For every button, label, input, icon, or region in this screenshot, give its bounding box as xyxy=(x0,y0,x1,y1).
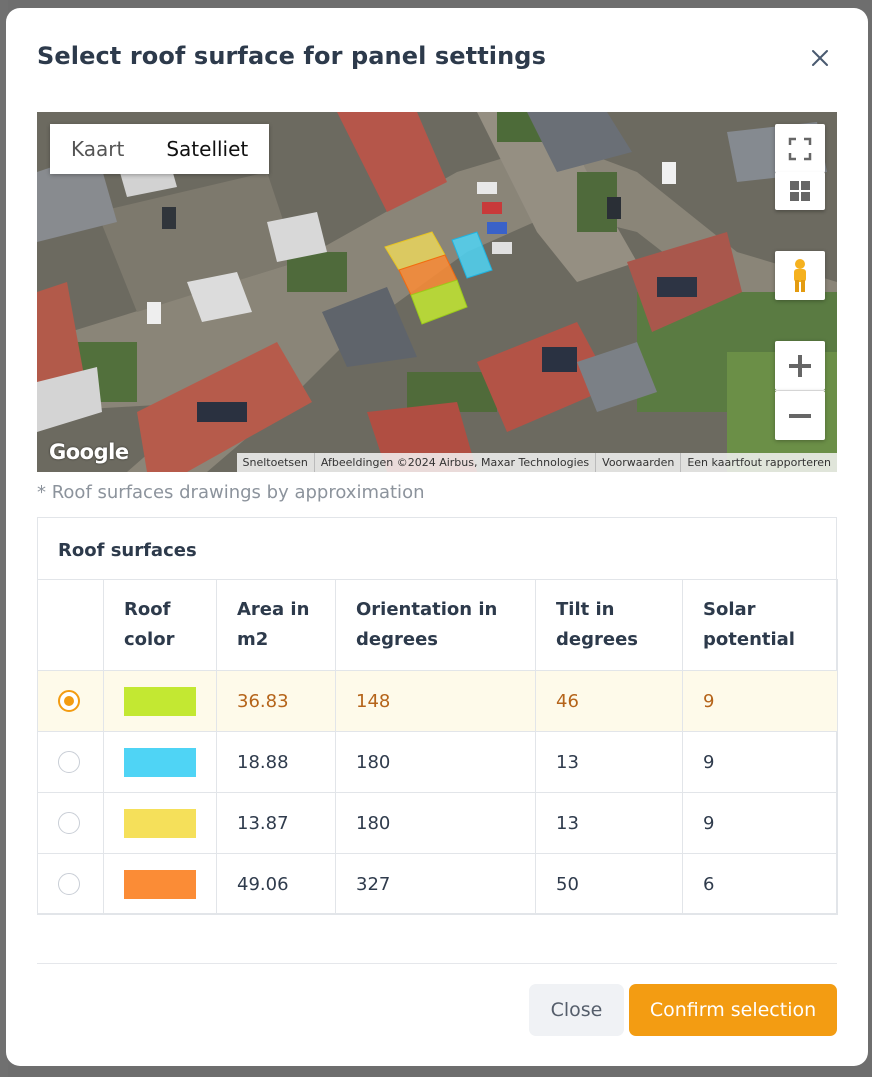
map-type-toggle: Kaart Satelliet xyxy=(50,124,270,174)
roof-tilt-cell: 46 xyxy=(535,670,683,732)
zoom-out-icon[interactable] xyxy=(775,391,825,440)
column-header-solar-potential: Solar potential xyxy=(682,579,838,671)
map-type-kaart[interactable]: Kaart xyxy=(50,124,146,174)
satellite-imagery xyxy=(37,112,837,472)
roof-area-cell: 36.83 xyxy=(216,670,336,732)
roof-color-cell xyxy=(103,731,217,793)
attribution-imagery: Afbeeldingen ©2024 Airbus, Maxar Technol… xyxy=(315,453,597,472)
column-header-roof-color: Roof color xyxy=(103,579,217,671)
modal-backdrop xyxy=(0,0,8,1077)
zoom-divider xyxy=(775,390,825,391)
attribution-report[interactable]: Een kaartfout rapporteren xyxy=(687,456,831,469)
column-header-orientation: Orientation in degrees xyxy=(335,579,536,671)
pegman-icon[interactable] xyxy=(775,251,825,300)
tiles-icon[interactable] xyxy=(775,172,825,210)
roof-selection-modal: Select roof surface for panel settings xyxy=(6,8,868,1066)
close-button[interactable]: Close xyxy=(529,984,624,1036)
roof-area-cell: 18.88 xyxy=(216,731,336,793)
table-row[interactable]: 36.83 148 46 9 xyxy=(37,670,838,732)
roof-solar-potential-cell: 9 xyxy=(682,731,838,793)
roof-select-radio[interactable] xyxy=(58,812,80,834)
footer-divider xyxy=(37,963,837,964)
roof-color-cell xyxy=(103,853,217,915)
roof-tilt-cell: 13 xyxy=(535,731,683,793)
confirm-selection-button[interactable]: Confirm selection xyxy=(629,984,837,1036)
roof-solar-potential-cell: 9 xyxy=(682,792,838,854)
roof-select-radio[interactable] xyxy=(58,751,80,773)
column-header-select xyxy=(37,579,104,671)
roof-select-cell xyxy=(37,670,104,732)
roof-tilt-cell: 50 xyxy=(535,853,683,915)
roof-solar-potential-cell: 6 xyxy=(682,853,838,915)
map-attribution: Sneltoetsen Afbeeldingen ©2024 Airbus, M… xyxy=(236,453,837,472)
table-row[interactable]: 18.88 180 13 9 xyxy=(37,731,838,793)
table-row[interactable]: 13.87 180 13 9 xyxy=(37,792,838,854)
roof-color-cell xyxy=(103,792,217,854)
roof-select-cell xyxy=(37,792,104,854)
roof-color-swatch xyxy=(124,808,196,838)
roof-orientation-cell: 180 xyxy=(335,792,536,854)
roof-surfaces-title: Roof surfaces xyxy=(58,540,197,561)
roof-color-swatch xyxy=(124,747,196,777)
attribution-terms[interactable]: Voorwaarden xyxy=(596,453,682,472)
roof-orientation-cell: 327 xyxy=(335,853,536,915)
roof-color-swatch xyxy=(124,686,196,716)
table-header-row: Roof color Area in m2 Orientation in deg… xyxy=(37,579,838,671)
roof-area-cell: 49.06 xyxy=(216,853,336,915)
table-row[interactable]: 49.06 327 50 6 xyxy=(37,853,838,915)
column-header-area: Area in m2 xyxy=(216,579,336,671)
modal-title: Select roof surface for panel settings xyxy=(37,42,546,70)
roof-tilt-cell: 13 xyxy=(535,792,683,854)
roof-orientation-cell: 180 xyxy=(335,731,536,793)
column-header-tilt: Tilt in degrees xyxy=(535,579,683,671)
map-note: * Roof surfaces drawings by approximatio… xyxy=(37,482,425,503)
google-logo: Google xyxy=(49,440,129,464)
roof-solar-potential-cell: 9 xyxy=(682,670,838,732)
fullscreen-icon[interactable] xyxy=(775,124,825,173)
roof-orientation-cell: 148 xyxy=(335,670,536,732)
roof-select-radio[interactable] xyxy=(58,873,80,895)
attribution-shortcuts[interactable]: Sneltoetsen xyxy=(237,453,315,472)
satellite-map[interactable]: Kaart Satelliet xyxy=(37,112,837,472)
zoom-in-icon[interactable] xyxy=(775,341,825,390)
roof-surfaces-table: Roof color Area in m2 Orientation in deg… xyxy=(37,579,838,915)
roof-color-swatch xyxy=(124,869,196,899)
roof-select-cell xyxy=(37,731,104,793)
map-type-satelliet[interactable]: Satelliet xyxy=(145,124,270,174)
roof-surfaces-card: Roof surfaces Roof color Area in m2 Orie… xyxy=(37,517,838,915)
close-icon[interactable] xyxy=(806,44,834,72)
roof-color-cell xyxy=(103,670,217,732)
roof-select-radio[interactable] xyxy=(58,690,80,712)
roof-select-cell xyxy=(37,853,104,915)
roof-area-cell: 13.87 xyxy=(216,792,336,854)
